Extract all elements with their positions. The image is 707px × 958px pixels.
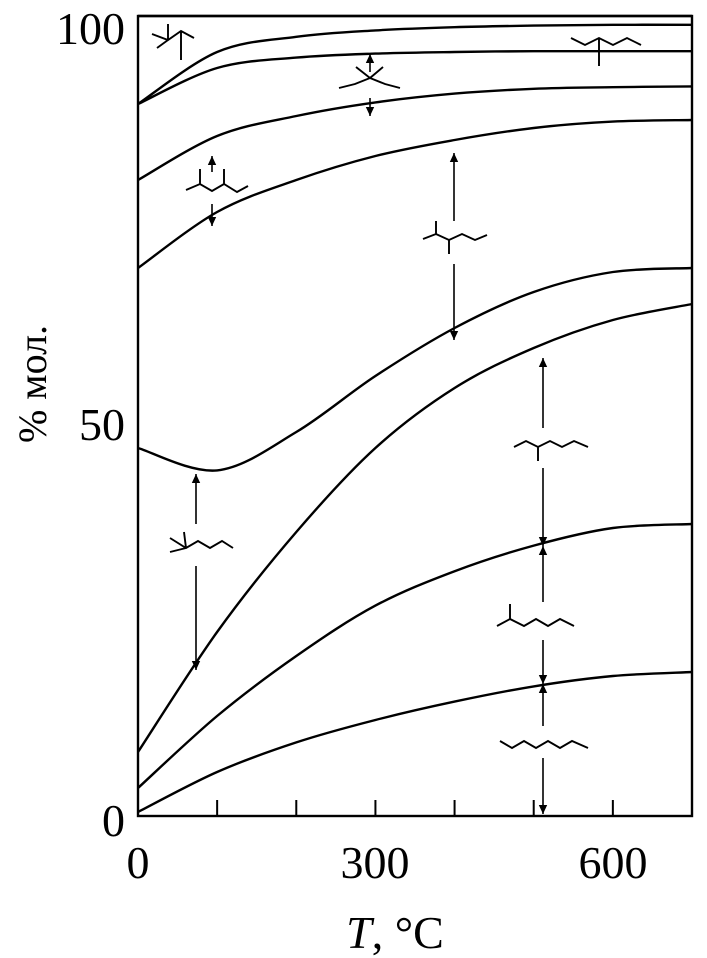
x-tick-label: 600 <box>579 837 648 888</box>
component-arrows <box>191 54 548 814</box>
component-arrow <box>538 358 548 546</box>
boundary-curve <box>137 23 693 106</box>
boundary-curve <box>137 670 693 814</box>
3,3-dimethylpentane-structure <box>338 66 401 89</box>
component-arrow <box>207 156 217 226</box>
2-methylhexane-structure <box>496 604 575 628</box>
boundary-curve <box>137 118 693 269</box>
x-axis-unit: , °C <box>372 907 444 958</box>
y-axis-title: % мол. <box>10 325 55 443</box>
component-arrow <box>538 546 548 684</box>
boundary-curves <box>136 14 693 814</box>
boundary-curve <box>136 302 693 753</box>
molecule-structures <box>151 24 642 750</box>
boundary-curve <box>137 522 693 789</box>
2,3-dimethylpentane-structure <box>422 221 488 254</box>
component-arrow <box>449 153 459 340</box>
2,2,3-trimethylbutane-structure <box>151 24 195 60</box>
x-tick-label: 300 <box>341 837 410 888</box>
y-tick-label: 50 <box>79 399 125 450</box>
n-heptane-structure <box>499 739 589 750</box>
x-axis-variable: T <box>346 907 375 958</box>
y-tick-label: 0 <box>102 795 125 846</box>
y-tick-label: 100 <box>56 3 125 54</box>
boundary-curve <box>137 85 693 182</box>
3-methylhexane-structure <box>513 439 589 461</box>
2,4-dimethylpentane-structure <box>185 169 249 194</box>
component-arrow <box>191 474 201 670</box>
component-arrow <box>538 684 548 814</box>
x-tick-label: 0 <box>127 837 150 888</box>
2,2-dimethylpentane-structure <box>169 531 234 553</box>
boundary-curve <box>137 266 693 472</box>
component-arrow <box>365 54 375 116</box>
boundary-curve <box>137 49 692 106</box>
3-ethylpentane-structure <box>570 36 642 66</box>
x-axis-title: T, °C <box>346 907 444 958</box>
axis-ticks <box>216 800 614 816</box>
